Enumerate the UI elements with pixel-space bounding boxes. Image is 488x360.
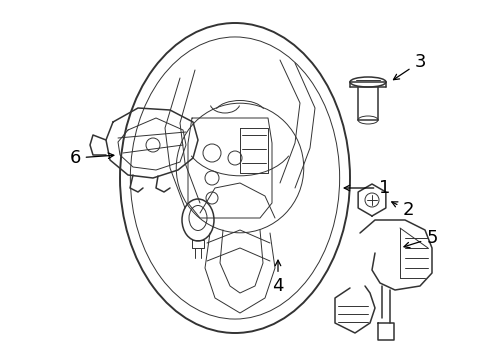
Text: 6: 6	[69, 149, 114, 167]
Text: 4: 4	[272, 260, 283, 295]
Text: 1: 1	[344, 179, 390, 197]
Text: 5: 5	[403, 229, 437, 248]
Text: 2: 2	[391, 201, 413, 219]
Text: 3: 3	[393, 53, 425, 80]
